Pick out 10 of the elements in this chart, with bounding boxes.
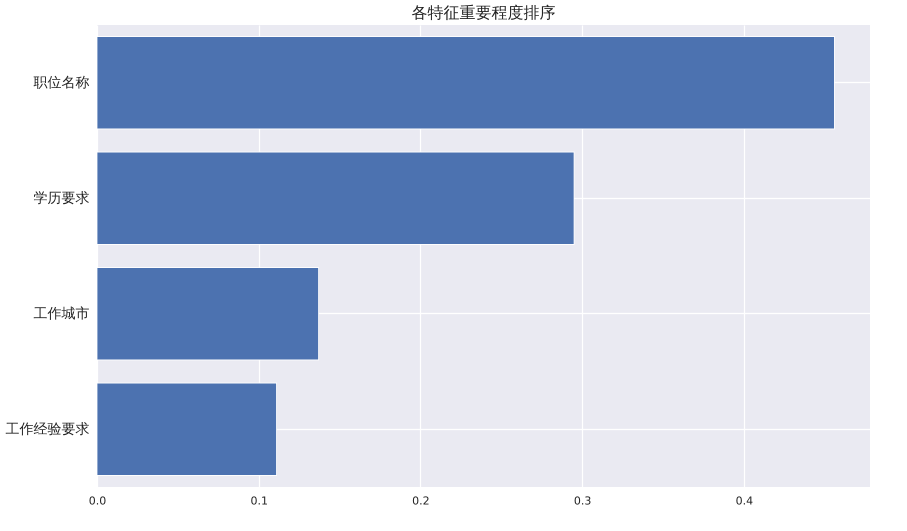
x-tick-label: 0.0 bbox=[88, 494, 106, 508]
x-tick-label: 0.1 bbox=[250, 494, 268, 508]
y-tick-label: 工作经验要求 bbox=[6, 421, 90, 438]
x-tick-label: 0.3 bbox=[574, 494, 592, 508]
y-tick-label: 职位名称 bbox=[34, 74, 90, 91]
y-tick-label: 学历要求 bbox=[34, 190, 90, 206]
y-tick-label: 工作城市 bbox=[34, 306, 90, 322]
chart-title: 各特征重要程度排序 bbox=[412, 3, 556, 22]
x-tick-label: 0.2 bbox=[412, 494, 430, 508]
x-tick-label: 0.4 bbox=[736, 494, 754, 508]
